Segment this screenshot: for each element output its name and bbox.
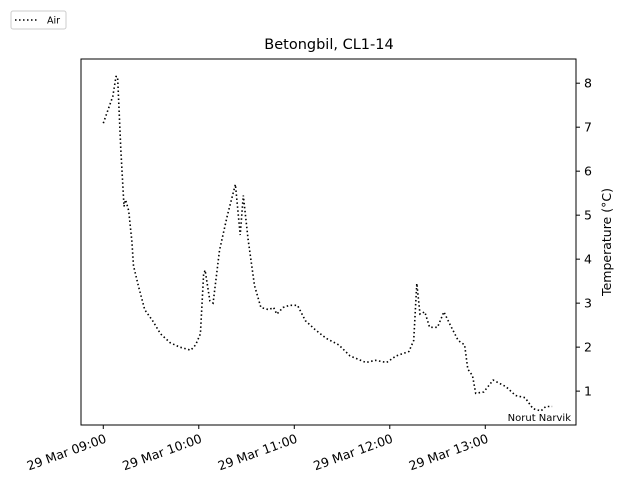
x-tick-label: 29 Mar 12:00 [311, 431, 395, 474]
axes-frame [80, 58, 577, 426]
y-tick-label: 2 [584, 340, 592, 355]
y-tick-label: 3 [584, 296, 592, 311]
x-tick-label: 29 Mar 09:00 [25, 431, 109, 474]
annotation: Norut Narvik [508, 413, 572, 424]
x-tick-label: 29 Mar 11:00 [216, 431, 300, 474]
y-axis-label: Temperature (°C) [599, 188, 614, 297]
y-tick-label: 4 [584, 252, 592, 267]
y-tick-label: 5 [584, 208, 592, 223]
legend-label: Air [47, 16, 60, 27]
x-tick-label: 29 Mar 13:00 [407, 431, 491, 474]
y-tick-label: 1 [584, 384, 592, 399]
y-tick-label: 6 [584, 164, 592, 179]
chart-title: Betongbil, CL1-14 [264, 37, 393, 53]
y-tick-label: 8 [584, 76, 592, 91]
x-tick-label: 29 Mar 10:00 [120, 431, 204, 474]
legend-box [10, 10, 67, 30]
data-line [102, 75, 553, 412]
y-tick-label: 7 [584, 120, 592, 135]
